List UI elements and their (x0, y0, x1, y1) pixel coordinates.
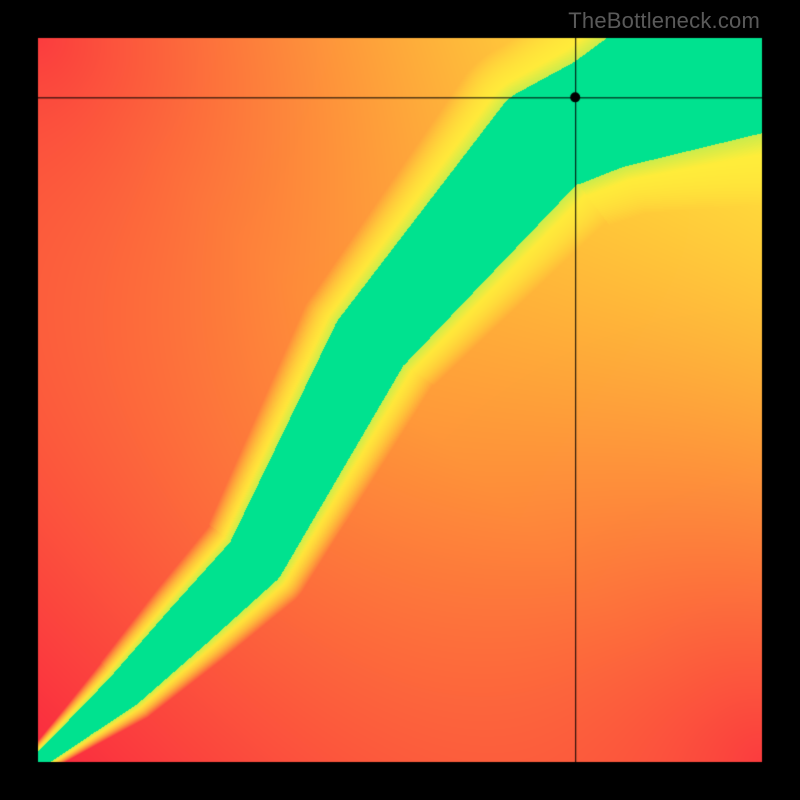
bottleneck-heatmap-container: TheBottleneck.com (0, 0, 800, 800)
watermark-text: TheBottleneck.com (568, 8, 760, 34)
heatmap-canvas (0, 0, 800, 800)
